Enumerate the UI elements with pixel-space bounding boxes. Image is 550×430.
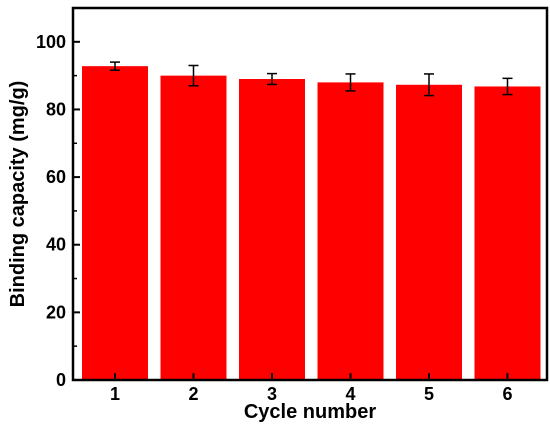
y-tick-label: 0 bbox=[56, 370, 66, 390]
y-tick-label: 80 bbox=[46, 99, 66, 119]
y-tick-label: 40 bbox=[46, 235, 66, 255]
bar-cycle-6 bbox=[474, 86, 541, 380]
error-bar-cycle-6 bbox=[502, 77, 513, 96]
x-tick-label: 4 bbox=[345, 384, 355, 404]
error-bar-cycle-2 bbox=[188, 64, 199, 87]
error-bar-cycle-5 bbox=[424, 73, 434, 97]
bar-cycle-4 bbox=[317, 82, 384, 381]
bar-cycle-5 bbox=[396, 84, 462, 380]
bars bbox=[82, 66, 541, 381]
bar-cycle-2 bbox=[160, 75, 227, 381]
y-tick-label: 100 bbox=[36, 32, 66, 52]
error-bars bbox=[110, 61, 513, 97]
y-axis: 0 20 40 60 80 100 bbox=[36, 32, 80, 390]
error-bar-cycle-3 bbox=[267, 72, 277, 86]
bar-cycle-1 bbox=[82, 66, 148, 381]
x-axis: 1 2 3 4 5 6 bbox=[110, 373, 513, 404]
x-tick-label: 5 bbox=[424, 384, 434, 404]
y-axis-title: Binding capacity (mg/g) bbox=[7, 81, 29, 308]
error-bar-cycle-1 bbox=[110, 61, 120, 71]
x-tick-label: 3 bbox=[267, 384, 277, 404]
error-bar-cycle-4 bbox=[345, 73, 356, 92]
x-tick-label: 6 bbox=[502, 384, 512, 404]
y-tick-label: 20 bbox=[46, 302, 66, 322]
plot-frame bbox=[71, 6, 549, 382]
x-tick-label: 2 bbox=[188, 384, 198, 404]
y-tick-label: 60 bbox=[46, 167, 66, 187]
x-axis-title: Cycle number bbox=[244, 401, 376, 423]
x-tick-label: 1 bbox=[110, 384, 120, 404]
bar-cycle-3 bbox=[239, 79, 305, 380]
